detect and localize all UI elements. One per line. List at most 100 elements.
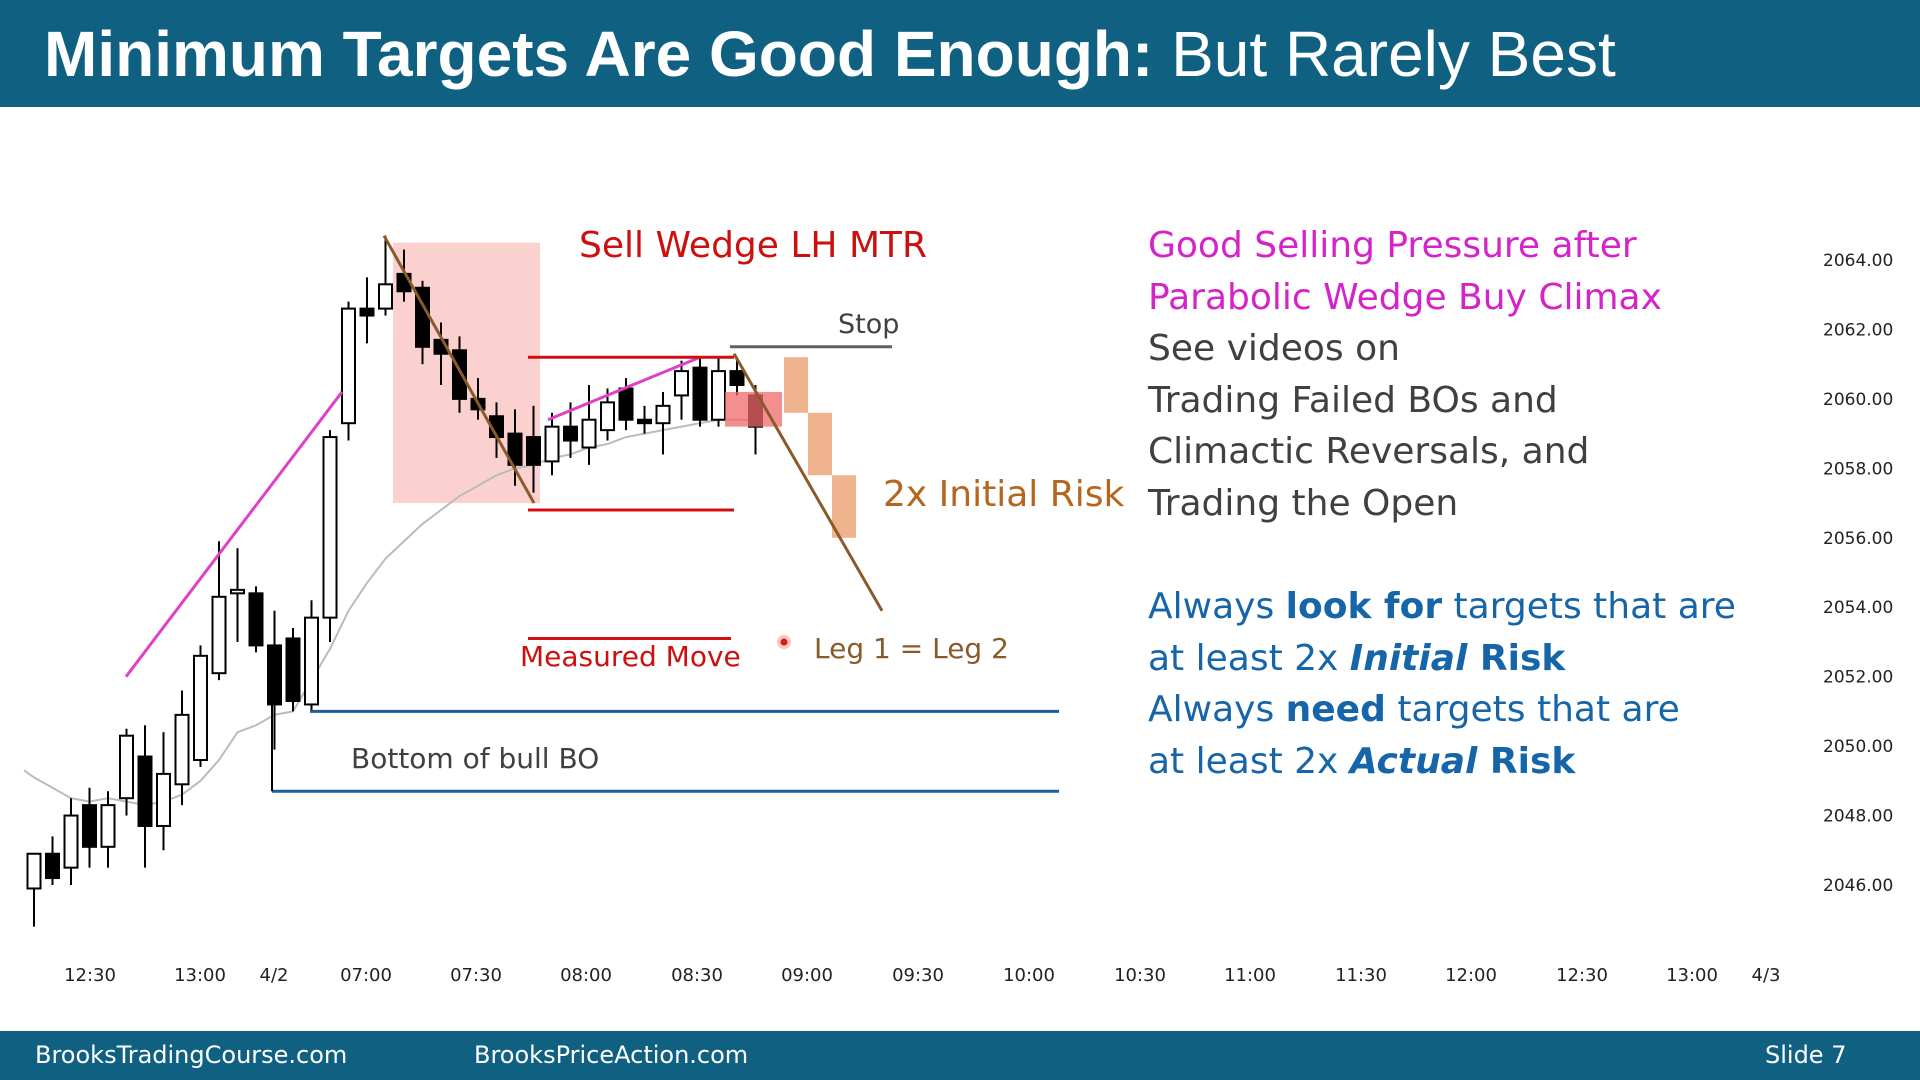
- x-tick-label: 13:00: [174, 965, 226, 986]
- note-magenta-1: Good Selling Pressure after: [1148, 225, 1637, 266]
- y-tick-label: 2062.00: [1823, 320, 1893, 340]
- bear-leg-2-line: [732, 353, 884, 612]
- candle: [655, 391, 671, 455]
- slide-number: Slide 7: [1765, 1041, 1847, 1069]
- stop-label: Stop: [838, 309, 899, 340]
- candles-layer: [26, 235, 763, 927]
- candle-body-bull: [230, 588, 245, 595]
- note-blue-1b: look for: [1285, 586, 1443, 627]
- candle: [119, 728, 134, 816]
- candle: [526, 405, 541, 493]
- candle-body-bull: [341, 307, 356, 425]
- y-tick-label: 2060.00: [1823, 390, 1893, 410]
- candle-body-bear: [692, 366, 708, 421]
- candle: [322, 430, 338, 642]
- x-tick-label: 07:30: [450, 965, 502, 986]
- candle: [156, 732, 171, 851]
- candle-body-bull: [63, 814, 79, 869]
- bull-bo-bottom-label: Bottom of bull BO: [351, 742, 599, 775]
- candle-body-bull: [322, 436, 338, 619]
- y-tick-label: 2058.00: [1823, 459, 1893, 479]
- note-blue-1: Always look for targets that are: [1148, 581, 1768, 633]
- sell-wedge-label: Sell Wedge LH MTR: [579, 225, 927, 266]
- note-blue-4c: Risk: [1477, 740, 1576, 782]
- candle: [211, 541, 227, 681]
- candle-body-bear: [563, 425, 578, 442]
- x-tick-label: 12:30: [64, 965, 116, 986]
- x-tick-label: 10:30: [1114, 965, 1166, 986]
- bear-leg-1-line: [382, 234, 536, 504]
- note-blue-2: at least 2x Initial Risk: [1148, 633, 1768, 685]
- note-blue-2c: Risk: [1467, 637, 1566, 679]
- candle-body-bull: [711, 370, 726, 421]
- y-tick-label: 2064.00: [1823, 251, 1893, 271]
- candle-body-bear: [526, 436, 541, 466]
- initial-risk-label: 2x Initial Risk: [883, 474, 1124, 515]
- candle-body-bull: [26, 852, 42, 890]
- candle: [26, 852, 42, 927]
- candle: [63, 798, 79, 885]
- note-blue-4b: Actual: [1349, 740, 1478, 782]
- x-tick-label: 11:00: [1224, 965, 1276, 986]
- candle: [729, 357, 745, 396]
- candle: [248, 586, 264, 653]
- x-tick-label: 12:00: [1445, 965, 1497, 986]
- measured-move-label: Measured Move: [520, 640, 741, 673]
- x-tick-label: 08:30: [671, 965, 723, 986]
- footer-center-link[interactable]: BrooksPriceAction.com: [474, 1041, 749, 1069]
- candle-body-bear: [82, 804, 97, 848]
- candle-body-bull: [674, 370, 689, 397]
- y-tick-label: 2052.00: [1823, 668, 1893, 688]
- candle: [82, 787, 97, 868]
- x-tick-label: 13:00: [1666, 965, 1718, 986]
- x-tick-label: 4/2: [260, 965, 289, 986]
- x-tick-label: 12:30: [1556, 965, 1608, 986]
- candle: [359, 277, 375, 344]
- note-blue-3b: need: [1285, 689, 1386, 730]
- candle: [267, 610, 282, 750]
- candle: [174, 690, 190, 806]
- chart-front-overlays: [124, 234, 1059, 793]
- bull-wedge-line: [124, 391, 344, 678]
- candle-body-bear: [618, 387, 634, 421]
- candle-body-bear: [452, 349, 467, 400]
- candle: [674, 360, 689, 420]
- candle: [415, 280, 430, 365]
- note-gray-4: Trading the Open: [1148, 482, 1459, 524]
- note-gap: [1148, 529, 1768, 581]
- candle: [341, 301, 356, 441]
- leg-equality-label: Leg 1 = Leg 2: [814, 632, 1009, 665]
- target-block-1: [784, 357, 808, 413]
- note-blue-2a: at least 2x: [1148, 637, 1350, 679]
- note-blue-3c: targets that are: [1385, 689, 1680, 730]
- x-axis: 12:30 13:00 4/2 07:00 07:30 08:00 08:30 09:00 09…: [64, 965, 1780, 986]
- y-tick-label: 2054.00: [1823, 598, 1893, 618]
- x-tick-label: 4/3: [1752, 965, 1781, 986]
- note-gray-2: Trading Failed BOs and: [1148, 379, 1558, 421]
- candle-body-bear: [248, 592, 264, 647]
- y-tick-label: 2056.00: [1823, 529, 1893, 549]
- candle: [581, 385, 597, 465]
- candle-body-bear: [729, 370, 745, 387]
- candle-body-bull: [581, 418, 597, 449]
- candle: [193, 645, 208, 767]
- title-rest: But Rarely Best: [1153, 18, 1616, 90]
- x-tick-label: 10:00: [1003, 965, 1055, 986]
- y-axis: 2064.00 2062.00 2060.00 2058.00 2056.00 2054.…: [1823, 251, 1893, 896]
- x-tick-label: 09:30: [892, 965, 944, 986]
- slide-header: Minimum Targets Are Good Enough: But Rar…: [0, 0, 1920, 107]
- candle: [304, 600, 319, 712]
- candle-body-bull: [119, 734, 134, 800]
- candle: [600, 388, 615, 441]
- x-tick-label: 11:30: [1335, 965, 1387, 986]
- note-gray-3: Climactic Reversals, and: [1148, 431, 1590, 472]
- candle-body-bull: [193, 654, 208, 761]
- footer-left-link[interactable]: BrooksTradingCourse.com: [35, 1041, 348, 1069]
- candle-body-bull: [600, 401, 615, 432]
- lh-wedge-line: [547, 355, 701, 422]
- candle-body-bear: [507, 432, 523, 466]
- candle: [230, 548, 245, 642]
- candle-body-bull: [156, 772, 171, 827]
- candle-body-bull: [304, 616, 319, 706]
- target-block-3: [832, 475, 856, 538]
